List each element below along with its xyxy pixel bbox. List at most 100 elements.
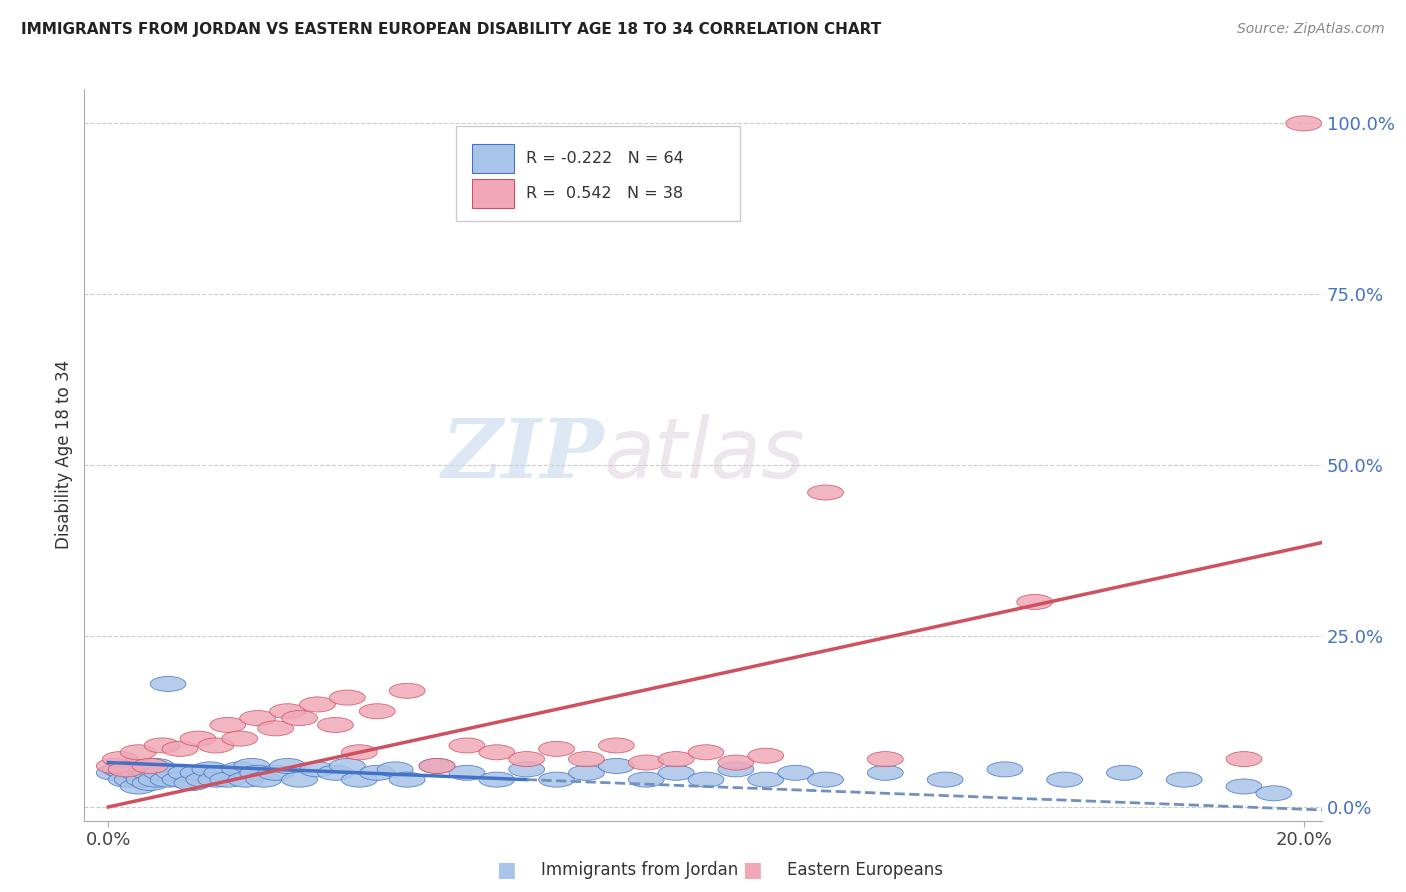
Ellipse shape [162, 741, 198, 756]
Text: R = -0.222   N = 64: R = -0.222 N = 64 [526, 151, 683, 166]
Ellipse shape [927, 772, 963, 787]
Ellipse shape [479, 745, 515, 760]
Ellipse shape [127, 762, 162, 777]
Ellipse shape [342, 745, 377, 760]
Ellipse shape [658, 752, 695, 766]
Ellipse shape [108, 765, 145, 780]
Ellipse shape [246, 772, 281, 787]
Ellipse shape [257, 765, 294, 780]
Ellipse shape [318, 717, 353, 732]
Ellipse shape [419, 758, 456, 773]
Ellipse shape [628, 772, 664, 787]
Ellipse shape [538, 772, 575, 787]
Ellipse shape [145, 738, 180, 753]
Ellipse shape [1166, 772, 1202, 787]
Ellipse shape [233, 758, 270, 773]
Ellipse shape [204, 765, 240, 780]
Text: ZIP: ZIP [441, 415, 605, 495]
Ellipse shape [114, 772, 150, 787]
Ellipse shape [281, 772, 318, 787]
Ellipse shape [257, 721, 294, 736]
Ellipse shape [108, 772, 145, 787]
Ellipse shape [389, 772, 425, 787]
Text: atlas: atlas [605, 415, 806, 495]
Ellipse shape [377, 762, 413, 777]
Ellipse shape [449, 765, 485, 780]
Ellipse shape [114, 758, 150, 773]
Ellipse shape [807, 772, 844, 787]
Ellipse shape [156, 765, 193, 780]
Ellipse shape [121, 765, 156, 780]
Ellipse shape [132, 758, 169, 773]
Text: IMMIGRANTS FROM JORDAN VS EASTERN EUROPEAN DISABILITY AGE 18 TO 34 CORRELATION C: IMMIGRANTS FROM JORDAN VS EASTERN EUROPE… [21, 22, 882, 37]
Ellipse shape [198, 772, 233, 787]
Ellipse shape [329, 690, 366, 705]
Ellipse shape [162, 772, 198, 787]
Ellipse shape [1046, 772, 1083, 787]
Ellipse shape [299, 762, 336, 777]
Ellipse shape [599, 738, 634, 753]
Ellipse shape [748, 748, 783, 764]
Ellipse shape [138, 758, 174, 773]
Ellipse shape [180, 731, 217, 746]
Ellipse shape [132, 765, 169, 780]
Ellipse shape [193, 762, 228, 777]
Ellipse shape [169, 765, 204, 780]
Ellipse shape [132, 775, 169, 790]
Ellipse shape [180, 765, 217, 780]
FancyBboxPatch shape [471, 145, 513, 173]
Ellipse shape [568, 765, 605, 780]
Ellipse shape [138, 772, 174, 787]
Text: R =  0.542   N = 38: R = 0.542 N = 38 [526, 186, 683, 202]
Ellipse shape [868, 752, 903, 766]
Ellipse shape [198, 738, 233, 753]
Ellipse shape [240, 711, 276, 725]
Ellipse shape [222, 762, 257, 777]
Ellipse shape [718, 762, 754, 777]
Ellipse shape [228, 772, 264, 787]
Ellipse shape [748, 772, 783, 787]
Ellipse shape [568, 752, 605, 766]
Text: ■: ■ [496, 860, 516, 880]
Ellipse shape [150, 772, 186, 787]
Ellipse shape [103, 762, 138, 777]
Ellipse shape [240, 765, 276, 780]
Ellipse shape [538, 741, 575, 756]
Ellipse shape [318, 765, 353, 780]
Ellipse shape [329, 758, 366, 773]
Ellipse shape [281, 711, 318, 725]
Ellipse shape [987, 762, 1022, 777]
Ellipse shape [127, 772, 162, 787]
Ellipse shape [299, 697, 336, 712]
Ellipse shape [509, 762, 544, 777]
Ellipse shape [97, 765, 132, 780]
Ellipse shape [108, 762, 145, 777]
FancyBboxPatch shape [456, 126, 740, 221]
Ellipse shape [658, 765, 695, 780]
Ellipse shape [1256, 786, 1292, 801]
Text: Eastern Europeans: Eastern Europeans [787, 861, 943, 879]
Ellipse shape [807, 485, 844, 500]
Ellipse shape [103, 752, 138, 766]
Ellipse shape [1017, 594, 1053, 609]
Y-axis label: Disability Age 18 to 34: Disability Age 18 to 34 [55, 360, 73, 549]
Ellipse shape [688, 772, 724, 787]
Ellipse shape [868, 765, 903, 780]
Ellipse shape [209, 717, 246, 732]
Ellipse shape [1226, 752, 1261, 766]
Ellipse shape [449, 738, 485, 753]
Ellipse shape [360, 765, 395, 780]
Ellipse shape [778, 765, 814, 780]
Ellipse shape [718, 755, 754, 770]
Ellipse shape [599, 758, 634, 773]
Ellipse shape [509, 752, 544, 766]
Ellipse shape [270, 758, 305, 773]
Ellipse shape [342, 772, 377, 787]
Ellipse shape [419, 758, 456, 773]
Ellipse shape [150, 676, 186, 691]
Text: Source: ZipAtlas.com: Source: ZipAtlas.com [1237, 22, 1385, 37]
Ellipse shape [97, 758, 132, 773]
Ellipse shape [1285, 116, 1322, 131]
Ellipse shape [688, 745, 724, 760]
Text: Immigrants from Jordan: Immigrants from Jordan [541, 861, 738, 879]
